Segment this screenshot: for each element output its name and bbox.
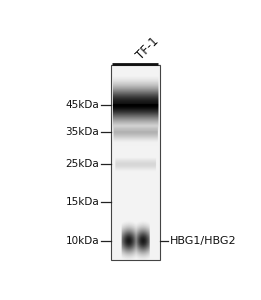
Text: 25kDa: 25kDa [66,159,99,170]
Text: HBG1/HBG2: HBG1/HBG2 [170,236,237,246]
Text: TF-1: TF-1 [134,35,162,63]
Bar [110,65,160,260]
Text: 45kDa: 45kDa [66,100,99,110]
Text: 10kDa: 10kDa [66,236,99,246]
Text: 15kDa: 15kDa [66,197,99,208]
Text: 35kDa: 35kDa [66,127,99,137]
